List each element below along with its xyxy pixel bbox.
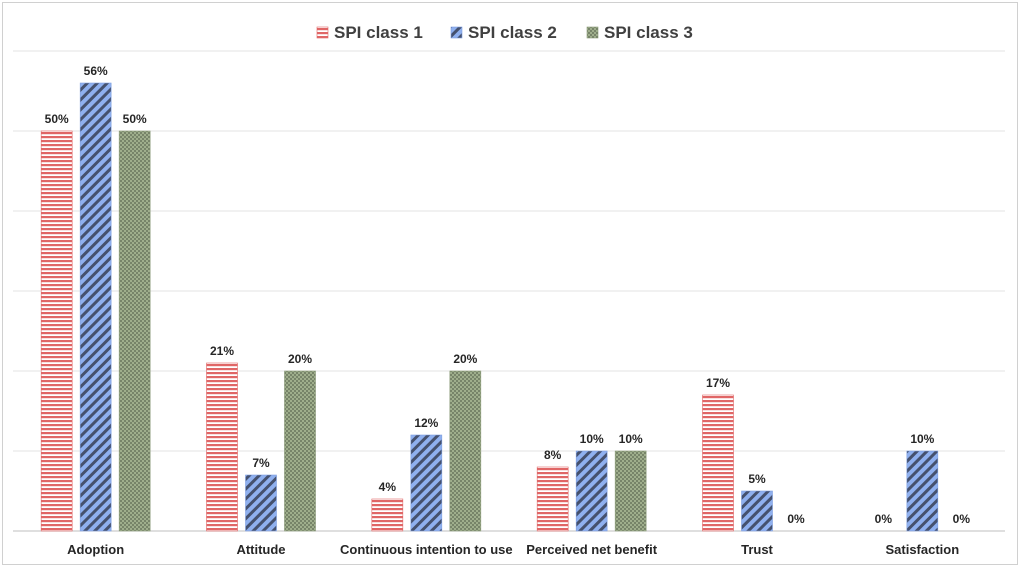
bar-1-1 [206, 362, 238, 532]
data-label: 10% [619, 432, 643, 446]
value-labels: 50% 56% 50% 21% 7% 20% 4% 12% 20% 8% 10% 10% 17% 5% 0%… [45, 64, 971, 526]
data-label: 21% [210, 344, 234, 358]
category-label: Attitude [236, 542, 285, 557]
bar-2-4 [741, 490, 773, 532]
data-label: 20% [288, 352, 312, 366]
data-label: 17% [706, 376, 730, 390]
data-label: 5% [748, 472, 766, 486]
bar-2-5 [906, 450, 939, 532]
category-label: Perceived net benefit [526, 542, 657, 557]
data-label: 0% [787, 512, 805, 526]
legend-swatch [450, 26, 463, 39]
bar-2-1 [245, 474, 277, 532]
bar-2-0 [79, 82, 112, 532]
bar-1-2 [371, 498, 404, 532]
legend-label: SPI class 2 [468, 23, 557, 42]
data-label: 0% [875, 512, 893, 526]
legend-swatch [316, 26, 329, 39]
category-label: Satisfaction [885, 542, 959, 557]
bar-3-1 [284, 370, 316, 532]
chart-frame [2, 2, 1018, 565]
bar-1-0 [40, 130, 73, 532]
bars [40, 82, 939, 532]
legend: SPI class 1 SPI class 2 SPI class 3 [316, 23, 693, 42]
legend-label: SPI class 3 [604, 23, 693, 42]
bar-3-0 [118, 130, 151, 532]
gridlines [13, 50, 1005, 532]
category-label: Trust [741, 542, 773, 557]
data-label: 0% [953, 512, 971, 526]
category-label: Continuous intention to use [340, 542, 513, 557]
data-label: 4% [379, 480, 397, 494]
legend-swatch [586, 26, 599, 39]
data-label: 56% [84, 64, 108, 78]
bar-1-4 [702, 394, 734, 532]
data-label: 8% [544, 448, 562, 462]
bar-1-3 [536, 466, 569, 532]
data-label: 10% [580, 432, 604, 446]
data-label: 7% [252, 456, 270, 470]
data-label: 50% [123, 112, 147, 126]
data-label: 50% [45, 112, 69, 126]
bar-2-3 [575, 450, 608, 532]
data-label: 12% [414, 416, 438, 430]
category-labels: Adoption Attitude Continuous intention to … [67, 542, 959, 557]
category-label: Adoption [67, 542, 124, 557]
bar-2-2 [410, 434, 443, 532]
data-label: 10% [910, 432, 934, 446]
legend-label: SPI class 1 [334, 23, 423, 42]
data-label: 20% [453, 352, 477, 366]
bar-3-3 [614, 450, 647, 532]
bar-3-2 [449, 370, 482, 532]
